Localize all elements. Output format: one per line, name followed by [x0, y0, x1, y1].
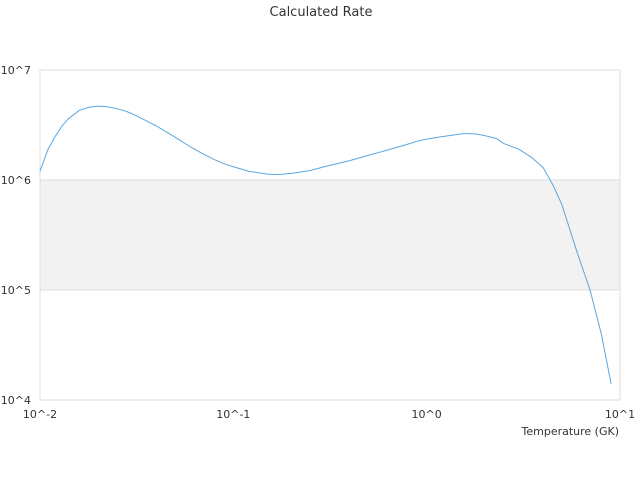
series-point [189, 145, 192, 148]
series-point [213, 158, 216, 161]
series-point [416, 140, 419, 143]
x-axis-title: Temperature (GK) [521, 425, 620, 438]
series-point [67, 117, 70, 120]
chart-title: Calculated Rate [270, 5, 373, 20]
x-tick-label: 10^0 [412, 408, 442, 421]
series-point [542, 166, 545, 169]
y-axis-ticks: 10^4 10^5 10^6 10^7 [1, 64, 31, 407]
series-layer [39, 105, 613, 385]
series-point [105, 105, 108, 108]
series-point [131, 112, 134, 115]
series-point [367, 154, 370, 157]
plot-frame [39, 69, 621, 401]
series-point [78, 109, 81, 112]
series-point [290, 172, 293, 175]
series-point [61, 124, 64, 127]
series-point [223, 162, 226, 165]
y-tick-label: 10^5 [1, 284, 31, 297]
series-point [483, 134, 486, 137]
y-tick-label: 10^4 [1, 394, 31, 407]
x-tick-label: 10^1 [605, 408, 635, 421]
series-point [39, 170, 42, 173]
series-point [144, 119, 147, 122]
series-point [247, 170, 250, 173]
series-point [125, 110, 128, 113]
series-point [502, 142, 505, 145]
series-point [530, 156, 533, 159]
series-point [232, 165, 235, 168]
series-line [39, 105, 612, 385]
series-point [560, 203, 563, 206]
series-point [115, 107, 118, 110]
series-point [348, 159, 351, 162]
series-point [576, 251, 579, 254]
series-point [276, 173, 279, 176]
series-point [174, 136, 177, 139]
series-point [47, 148, 50, 151]
x-tick-label: 10^-2 [23, 408, 57, 421]
x-axis-ticks: 10^-2 10^-1 10^0 10^1 [23, 408, 635, 421]
series-point [425, 138, 428, 141]
series-point [97, 105, 100, 108]
series-point [54, 135, 57, 138]
series-point [551, 184, 554, 187]
series-point [324, 165, 327, 168]
plot-band [40, 180, 620, 290]
series-point [88, 106, 91, 109]
series-point [517, 148, 520, 151]
x-tick-label: 10^-1 [216, 408, 250, 421]
series-point [406, 143, 409, 146]
series-point [589, 289, 592, 292]
plot-bands [40, 180, 620, 290]
series-point [309, 169, 312, 172]
series-point [610, 382, 613, 385]
series-point [155, 124, 158, 127]
series-point [600, 332, 603, 335]
y-tick-label: 10^7 [1, 64, 31, 77]
series-point [495, 137, 498, 140]
series-point [395, 146, 398, 149]
series-point [266, 173, 269, 176]
y-tick-label: 10^6 [1, 174, 31, 187]
series-point [459, 132, 462, 135]
series-point [465, 132, 468, 135]
series-point [440, 135, 443, 138]
series-point [382, 150, 385, 153]
series-point [475, 132, 478, 135]
series-point [202, 153, 205, 156]
